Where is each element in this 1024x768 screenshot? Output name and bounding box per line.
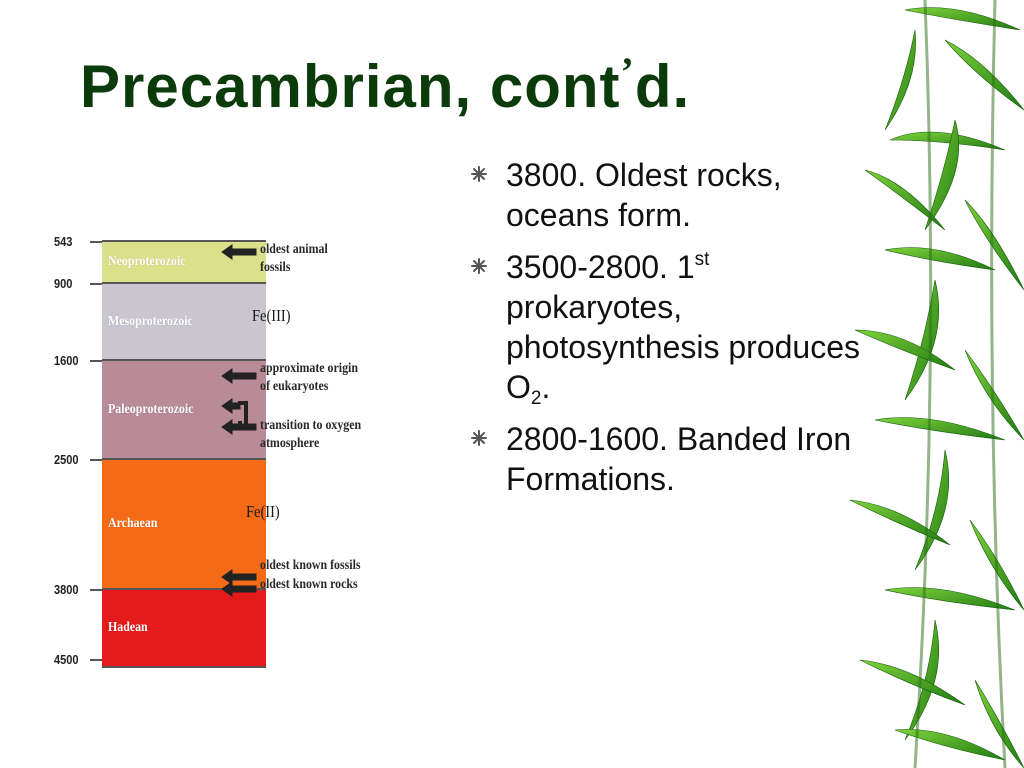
bullet-text-pre: 3500-2800. 1 [506, 249, 695, 285]
arrow-left-icon [221, 398, 241, 414]
era-neoproterozoic: Neoproterozoic [102, 240, 266, 284]
arrow-left-icon [221, 368, 257, 384]
tick-label-2500: 2500 [54, 452, 79, 467]
bullet-text: 2800-1600. Banded Iron Formations. [506, 421, 852, 497]
annotation-arrows [221, 244, 257, 597]
bullet-item: 2800-1600. Banded Iron Formations. [470, 419, 880, 499]
bullet-text-post: . [541, 369, 551, 405]
asterisk-bullet-icon [471, 166, 487, 182]
bamboo-leaves-decoration [849, 0, 1024, 768]
arrow-left-icon [221, 244, 257, 260]
fe-iii-label: Fe(III) [252, 306, 291, 325]
arrow-left-icon [221, 569, 257, 585]
title-main: Precambrian, cont [80, 53, 621, 120]
bullet-item: 3500-2800. 1st prokaryotes, photosynthes… [470, 247, 880, 409]
tick-label-1600: 1600 [54, 353, 79, 368]
bullet-text: 3800. Oldest rocks, oceans form. [506, 157, 782, 233]
annotation-oxygen: transition to oxygen atmosphere [260, 418, 362, 451]
arrow-left-icon [221, 581, 257, 597]
title-end: d. [634, 53, 691, 120]
bullet-list: 3800. Oldest rocks, oceans form. 3500-28… [470, 155, 880, 511]
tick-label-4500: 4500 [54, 652, 79, 667]
annotation-oldest-animal: oldest animal fossils [260, 242, 328, 275]
precambrian-timeline: 543 900 1600 2500 3800 4500 Neoproterozo… [50, 228, 380, 678]
era-mesoproterozoic: Mesoproterozoic [102, 284, 266, 361]
fe-ii-label: Fe(II) [246, 502, 280, 521]
tick-mark [90, 459, 102, 461]
tick-mark [90, 283, 102, 285]
annotation-oldest-rocks: oldest known rocks [260, 577, 358, 592]
tick-mark [90, 589, 102, 591]
bullet-superscript: st [694, 249, 710, 270]
era-archaean: Archaean [102, 460, 266, 590]
tick-label-543: 543 [54, 234, 73, 249]
bullet-text-mid: prokaryotes, photosynthesis produces O [506, 289, 860, 405]
annotation-eukaryotes: approximate origin of eukaryotes [260, 361, 358, 394]
tick-label-900: 900 [54, 276, 73, 291]
arrow-left-icon [221, 419, 257, 435]
tick-mark [90, 659, 102, 661]
era-hadean: Hadean [102, 590, 266, 668]
bullet-item: 3800. Oldest rocks, oceans form. [470, 155, 880, 235]
tick-mark [90, 241, 102, 243]
tick-label-3800: 3800 [54, 582, 79, 597]
asterisk-bullet-icon [471, 258, 487, 274]
annotation-oldest-fossils: oldest known fossils [260, 558, 361, 573]
title-apostrophe: ’ [620, 49, 635, 94]
asterisk-bullet-icon [471, 430, 487, 446]
bullet-subscript: 2 [530, 388, 542, 409]
tick-mark [90, 360, 102, 362]
slide-title: Precambrian, cont’d. [80, 48, 690, 121]
